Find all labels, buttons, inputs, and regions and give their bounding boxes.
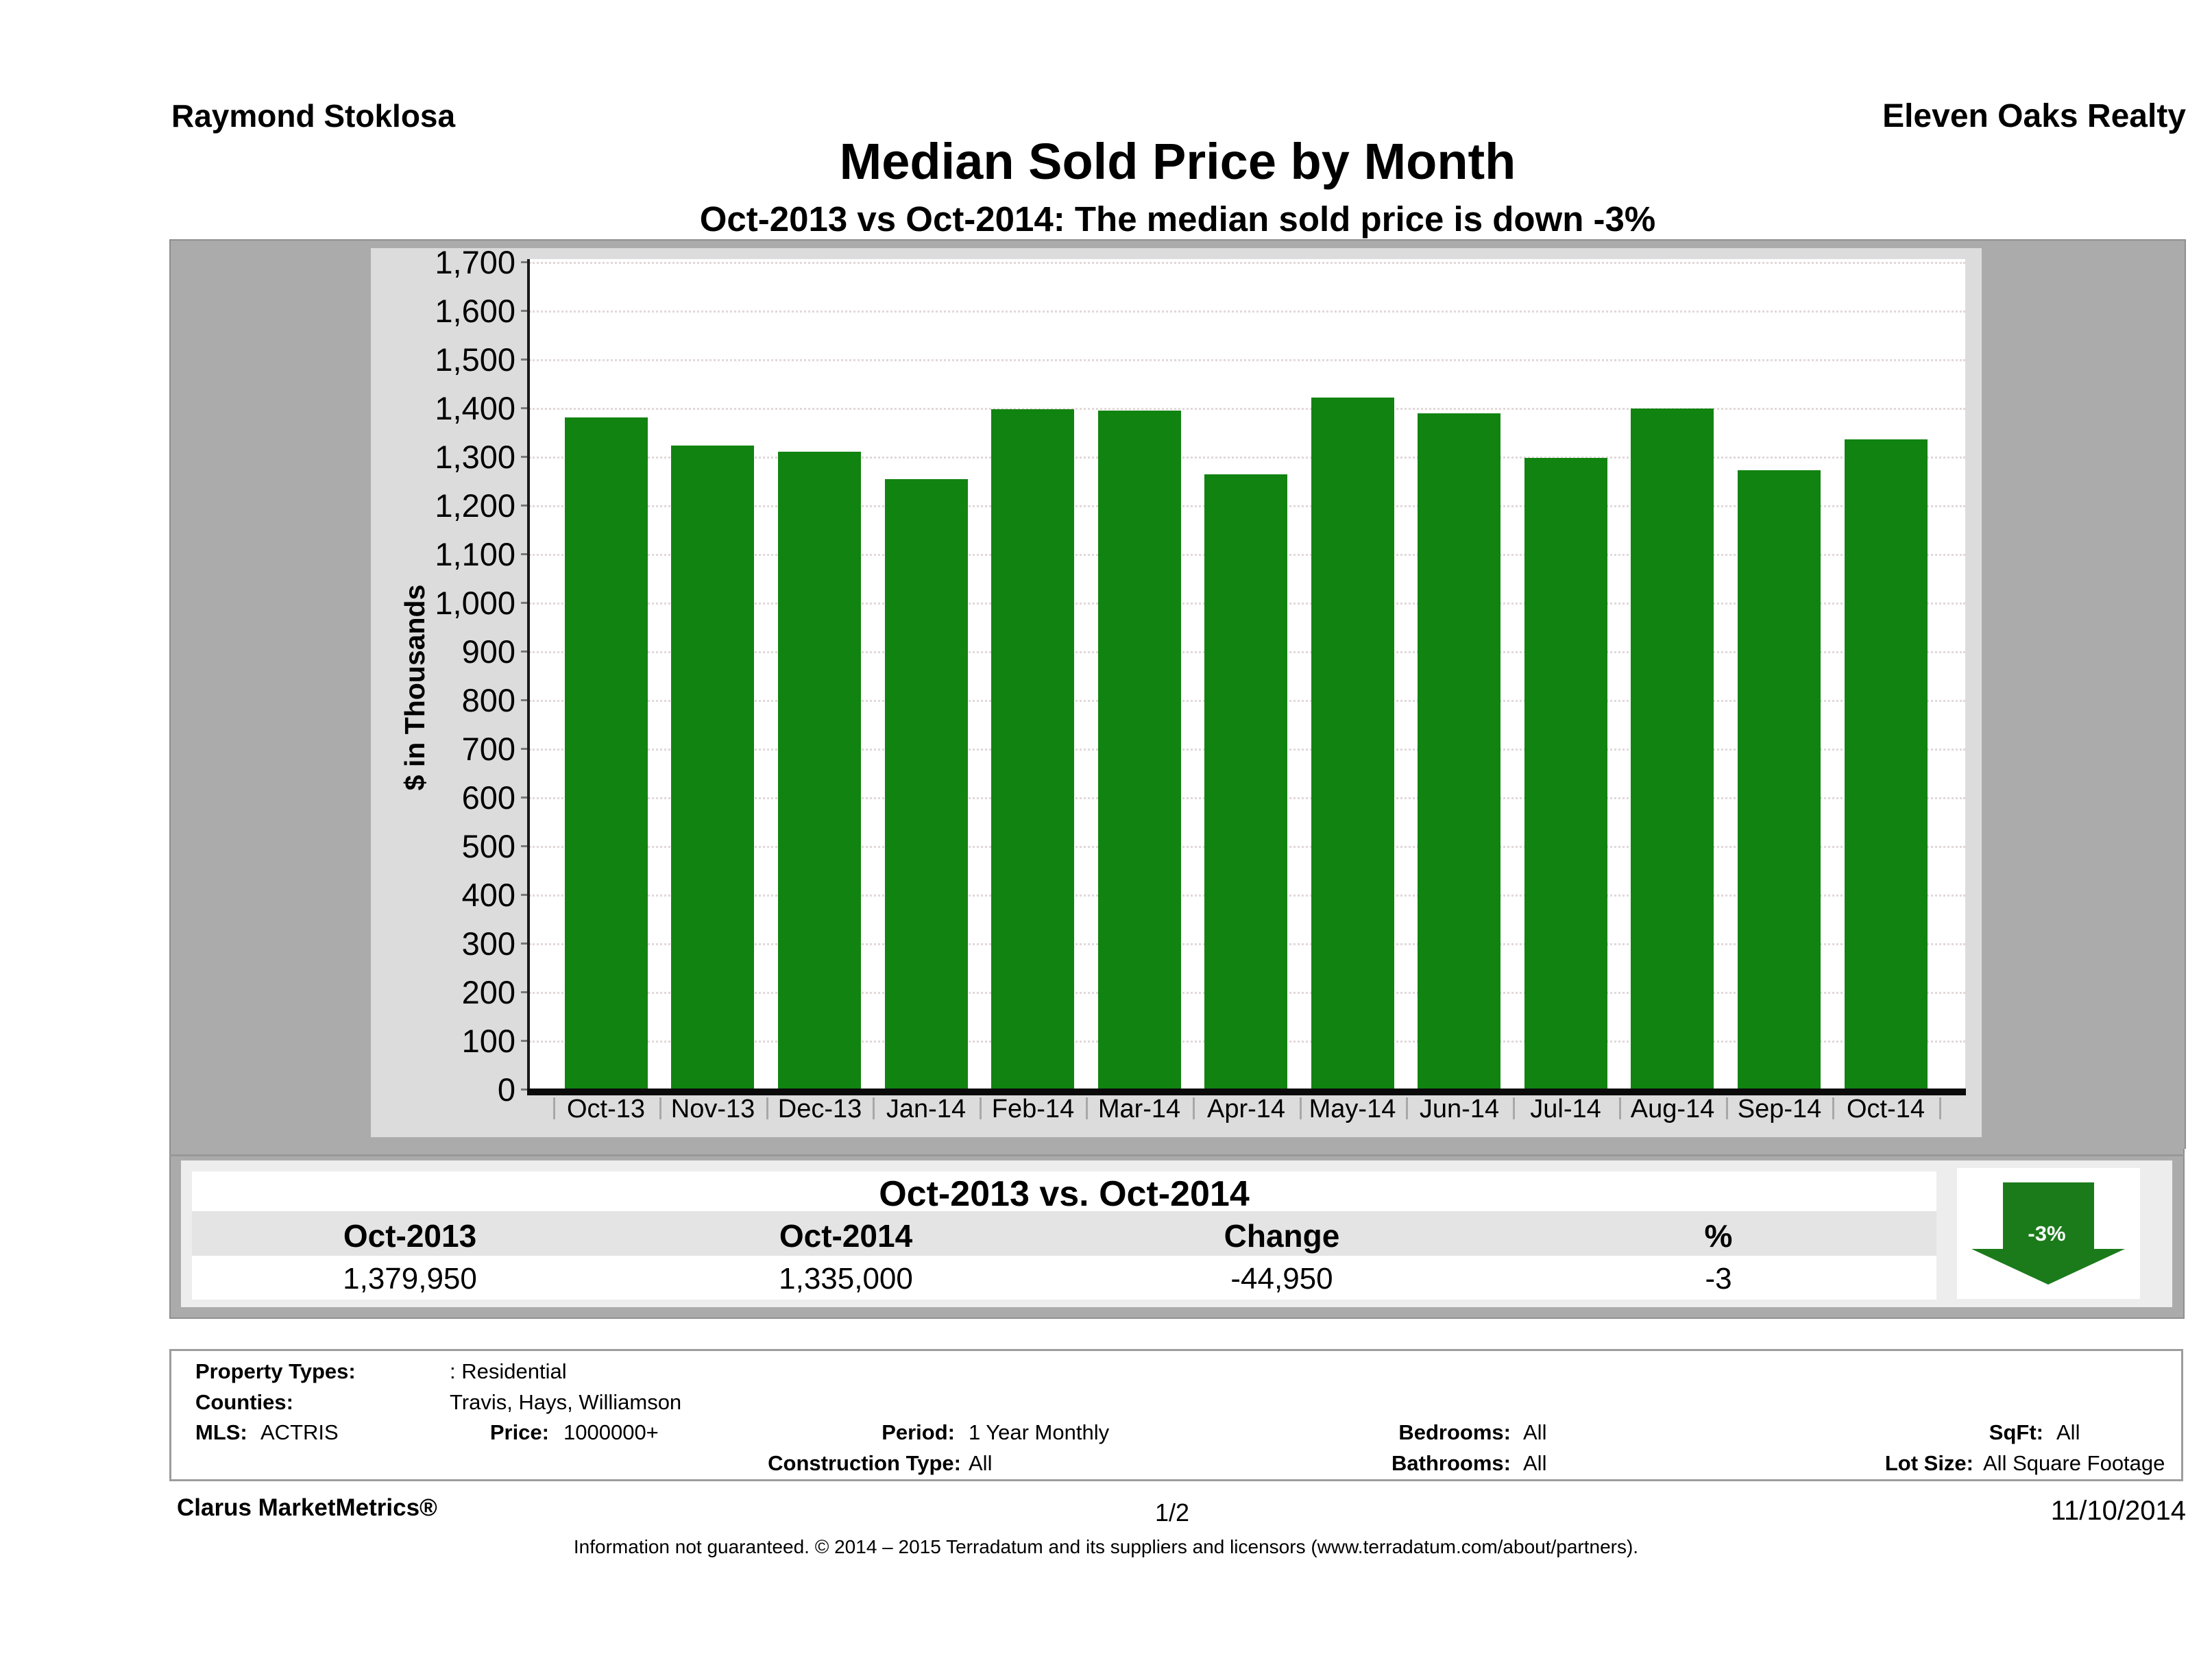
svg-text:-3%: -3% <box>2028 1221 2065 1245</box>
